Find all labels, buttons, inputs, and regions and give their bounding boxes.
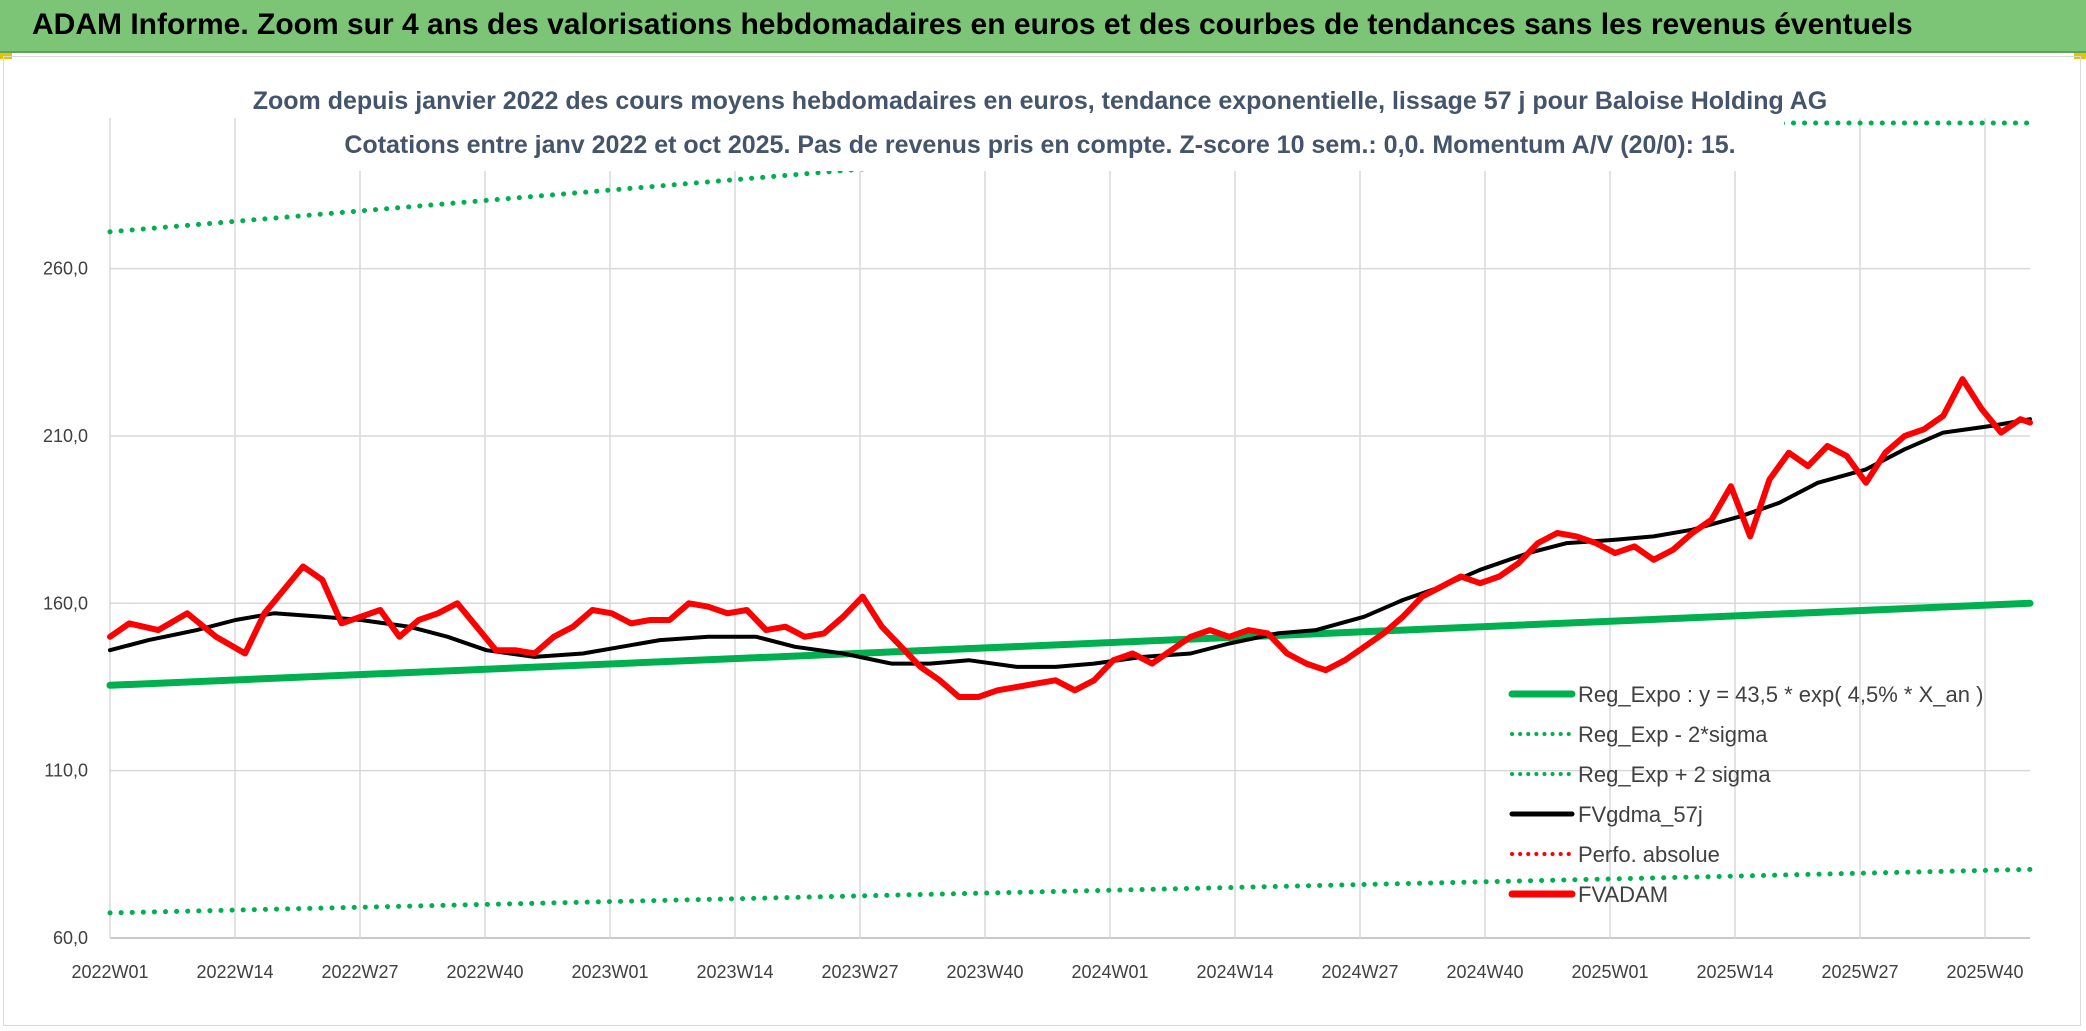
y-tick-label: 60,0 bbox=[53, 928, 88, 948]
x-tick-label: 2022W40 bbox=[446, 962, 523, 982]
x-tick-label: 2025W40 bbox=[1946, 962, 2023, 982]
x-tick-label: 2023W40 bbox=[946, 962, 1023, 982]
legend-label: FVADAM bbox=[1578, 882, 1668, 907]
legend-label: Perfo. absolue bbox=[1578, 842, 1720, 867]
title-backdrop bbox=[298, 79, 1784, 171]
x-tick-label: 2023W27 bbox=[821, 962, 898, 982]
x-tick-label: 2024W01 bbox=[1071, 962, 1148, 982]
report-banner: ADAM Informe. Zoom sur 4 ans des valoris… bbox=[0, 0, 2086, 53]
x-tick-label: 2025W27 bbox=[1821, 962, 1898, 982]
report-title: ADAM Informe. Zoom sur 4 ans des valoris… bbox=[32, 8, 1913, 41]
series-line-1 bbox=[107, 866, 2033, 916]
x-tick-label: 2025W01 bbox=[1571, 962, 1648, 982]
y-tick-label: 110,0 bbox=[44, 761, 88, 781]
chart-frame bbox=[3, 56, 2081, 1026]
y-axis-ticks: 60,0 110,0 160,0 210,0 260,0 bbox=[43, 259, 88, 948]
legend-label: FVgdma_57j bbox=[1578, 802, 1703, 827]
x-tick-label: 2025W14 bbox=[1696, 962, 1773, 982]
series-layer bbox=[106, 120, 2034, 916]
x-tick-label: 2024W14 bbox=[1196, 962, 1273, 982]
series-line-5 bbox=[107, 376, 2033, 700]
series-line-3 bbox=[108, 417, 2032, 669]
legend-label: Reg_Exp - 2*sigma bbox=[1578, 722, 1768, 747]
x-tick-label: 2022W27 bbox=[321, 962, 398, 982]
y-tick-label: 260,0 bbox=[43, 259, 88, 279]
x-tick-label: 2022W14 bbox=[196, 962, 273, 982]
series-line-0 bbox=[106, 599, 2034, 689]
x-tick-label: 2024W40 bbox=[1446, 962, 1523, 982]
legend-label: Reg_Exp + 2 sigma bbox=[1578, 762, 1771, 787]
y-tick-label: 210,0 bbox=[43, 426, 88, 446]
legend-label: Reg_Expo : y = 43,5 * exp( 4,5% * X_an ) bbox=[1578, 682, 1983, 707]
chart-title-line2: Cotations entre janv 2022 et oct 2025. P… bbox=[344, 131, 1735, 159]
chart-title-line1: Zoom depuis janvier 2022 des cours moyen… bbox=[253, 87, 1828, 115]
y-tick-label: 160,0 bbox=[43, 593, 88, 613]
x-tick-label: 2023W01 bbox=[571, 962, 648, 982]
chart-legend: Reg_Expo : y = 43,5 * exp( 4,5% * X_an )… bbox=[1508, 682, 1983, 907]
x-axis-ticks: 2022W01 2022W14 2022W27 2022W40 2023W01 2023W… bbox=[71, 962, 2023, 982]
grid-lines bbox=[109, 118, 2030, 939]
x-tick-label: 2024W27 bbox=[1321, 962, 1398, 982]
x-tick-label: 2023W14 bbox=[696, 962, 773, 982]
x-tick-label: 2022W01 bbox=[71, 962, 148, 982]
